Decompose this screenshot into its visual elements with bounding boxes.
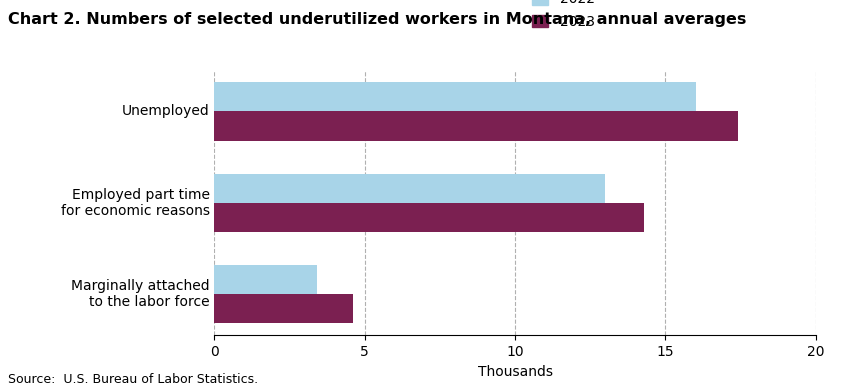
- Bar: [214, 203, 644, 232]
- X-axis label: Thousands: Thousands: [478, 365, 553, 379]
- Bar: [214, 294, 352, 323]
- Bar: [214, 82, 696, 112]
- Text: Chart 2. Numbers of selected underutilized workers in Montana, annual averages: Chart 2. Numbers of selected underutiliz…: [8, 12, 747, 27]
- Bar: [214, 112, 738, 141]
- Text: Source:  U.S. Bureau of Labor Statistics.: Source: U.S. Bureau of Labor Statistics.: [8, 373, 258, 386]
- Bar: [214, 265, 317, 294]
- Bar: [214, 174, 606, 203]
- Legend: 2022, 2023: 2022, 2023: [532, 0, 595, 28]
